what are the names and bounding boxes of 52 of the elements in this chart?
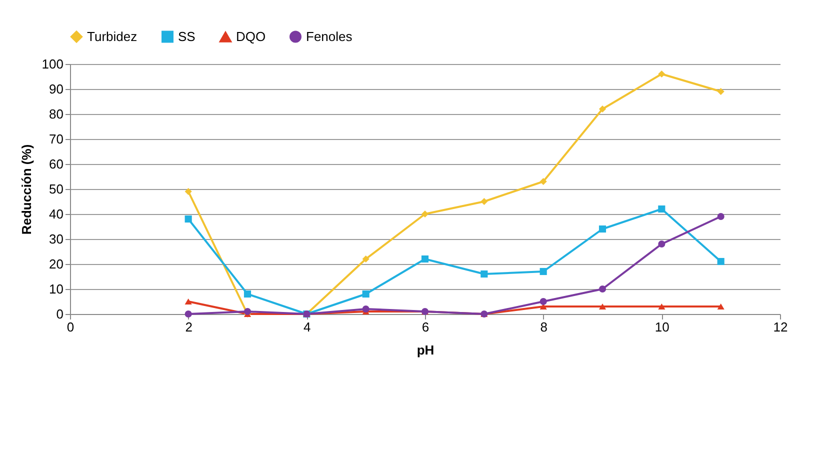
point xyxy=(362,290,370,298)
point xyxy=(184,298,192,305)
y-tick-label: 100 xyxy=(42,56,64,72)
y-axis-title: Reducción (%) xyxy=(18,144,34,235)
y-tick-label: 10 xyxy=(49,282,64,296)
point xyxy=(244,308,252,316)
point xyxy=(658,205,666,213)
y-tick-label: 60 xyxy=(49,156,64,172)
point xyxy=(480,198,488,206)
point xyxy=(421,210,429,218)
point xyxy=(184,188,192,196)
point xyxy=(362,255,370,263)
point xyxy=(184,310,192,318)
y-tick-label: 20 xyxy=(49,256,64,272)
x-tick-label: 10 xyxy=(654,320,670,334)
point xyxy=(421,255,429,263)
point xyxy=(598,285,606,293)
point xyxy=(598,303,606,310)
point xyxy=(540,178,547,186)
point xyxy=(658,70,666,78)
x-tick-label: 4 xyxy=(304,320,311,334)
y-tick-label: 0 xyxy=(56,306,64,322)
y-tick-label: 40 xyxy=(49,206,64,222)
point xyxy=(540,298,547,306)
point xyxy=(717,258,724,266)
x-axis-title: pH xyxy=(416,342,434,358)
y-tick-label: 50 xyxy=(49,182,64,196)
x-tick-label: 12 xyxy=(773,320,788,334)
x-tick-label: 2 xyxy=(185,320,192,334)
point xyxy=(598,225,606,233)
point xyxy=(540,268,547,276)
point xyxy=(362,305,370,313)
legend-label: SS xyxy=(178,28,196,44)
x-tick-label: 8 xyxy=(540,320,548,334)
point xyxy=(480,270,488,278)
point xyxy=(244,290,252,298)
y-tick-label: 80 xyxy=(49,106,64,122)
point xyxy=(598,105,606,113)
y-tick-label: 30 xyxy=(49,232,64,246)
x-tick-label: 6 xyxy=(422,320,430,334)
x-tick-label: 0 xyxy=(66,320,74,334)
point xyxy=(658,240,666,248)
legend-label: Turbidez xyxy=(87,28,138,44)
point xyxy=(717,212,724,220)
legend-label: Fenoles xyxy=(306,28,353,44)
point xyxy=(717,303,724,310)
point xyxy=(658,303,666,310)
y-tick-label: 70 xyxy=(49,132,64,146)
y-tick-label: 90 xyxy=(49,82,64,96)
legend-label: DQO xyxy=(236,29,266,44)
point xyxy=(184,215,192,223)
point xyxy=(717,88,724,96)
